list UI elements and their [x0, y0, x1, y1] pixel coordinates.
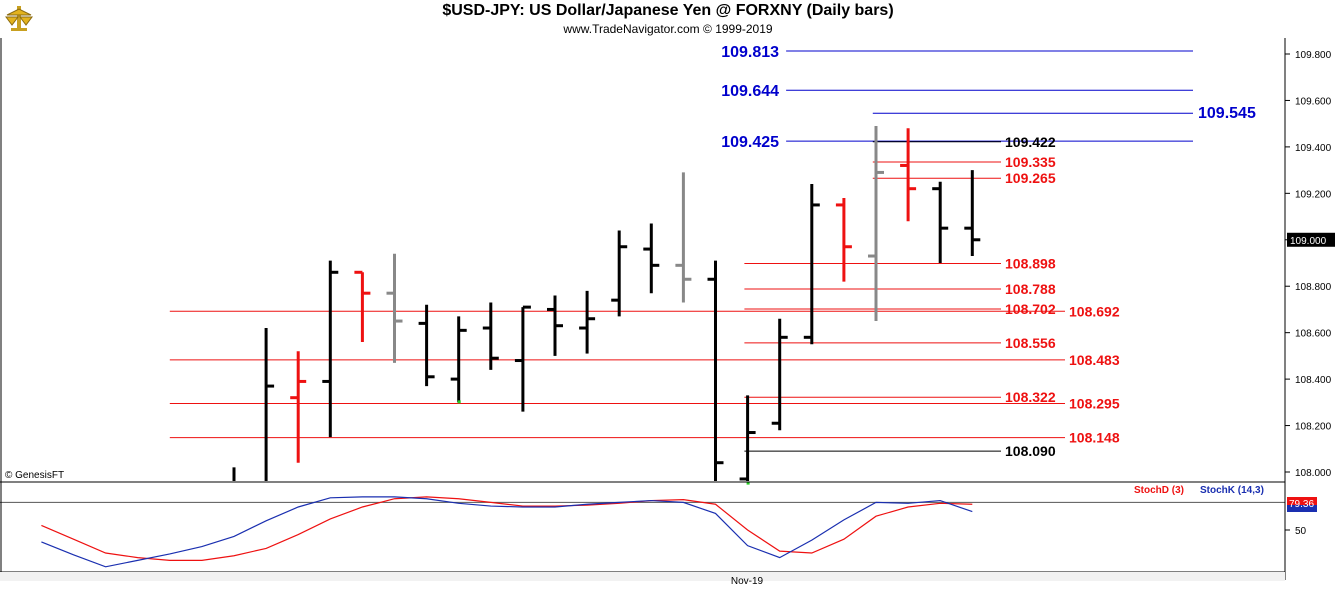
signal-marker	[457, 400, 461, 404]
stoch-series-line	[41, 496, 973, 561]
copyright-label: © GenesisFT	[5, 470, 64, 481]
level-label: 108.148	[1069, 430, 1120, 446]
price-tick-label: 108.200	[1295, 422, 1332, 433]
level-label: 109.422	[1005, 134, 1056, 150]
level-label: 108.483	[1069, 352, 1120, 368]
level-label: 108.692	[1069, 303, 1120, 319]
level-label: 109.265	[1005, 170, 1056, 186]
chart-subtitle: www.TradeNavigator.com © 1999-2019	[563, 22, 773, 36]
price-tick-label: 109.200	[1295, 189, 1332, 200]
price-tick-label: 108.000	[1295, 468, 1332, 479]
level-label: 109.425	[721, 134, 779, 151]
price-tick-label: 109.400	[1295, 143, 1332, 154]
level-label: 108.702	[1005, 301, 1056, 317]
x-axis-label: Nov-19	[731, 576, 764, 587]
level-label: 108.090	[1005, 443, 1056, 459]
signal-marker	[746, 481, 750, 485]
stoch-legend-d: StochD (3)	[1134, 485, 1184, 496]
last-price-tag	[1287, 232, 1335, 247]
price-tick-label: 109.600	[1295, 96, 1332, 107]
level-label: 109.335	[1005, 154, 1056, 170]
level-label: 109.545	[1198, 105, 1256, 122]
chart-header: $USD-JPY: US Dollar/Japanese Yen @ FORXN…	[0, 0, 1336, 38]
price-tick-label: 108.800	[1295, 282, 1332, 293]
level-label: 108.295	[1069, 395, 1120, 411]
stoch-last-tag-k	[1287, 505, 1317, 512]
price-tick-label: 108.600	[1295, 329, 1332, 340]
stoch-series-line	[41, 496, 973, 568]
level-label: 108.788	[1005, 281, 1056, 297]
last-price-label: 109.000	[1290, 236, 1327, 247]
price-tick-label: 109.800	[1295, 50, 1332, 61]
chart-title: $USD-JPY: US Dollar/Japanese Yen @ FORXN…	[442, 2, 894, 19]
stoch-legend-k: StochK (14,3)	[1200, 485, 1264, 496]
stoch-tick-label: 50	[1295, 526, 1307, 537]
trade-navigator-logo-icon	[4, 3, 34, 33]
level-label: 108.322	[1005, 389, 1056, 405]
level-label: 108.898	[1005, 255, 1056, 271]
level-label: 109.644	[721, 83, 779, 100]
stoch-last-label: 79.36	[1289, 499, 1314, 510]
level-label: 109.813	[721, 44, 779, 61]
price-tick-label: 108.400	[1295, 375, 1332, 386]
level-label: 108.556	[1005, 335, 1056, 351]
scrollbar-track	[0, 572, 1285, 581]
